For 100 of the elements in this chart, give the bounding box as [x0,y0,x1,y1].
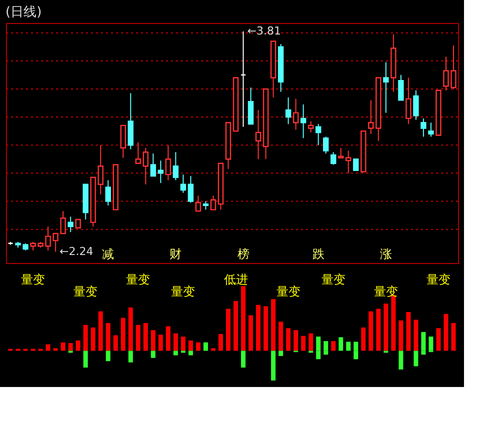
candlestick [398,74,404,101]
annotation: 量变 [426,272,450,287]
bar [218,334,223,351]
bar [294,330,298,351]
candlestick [406,77,412,125]
candlestick [338,147,344,158]
candlestick [420,118,426,138]
annotation: 量变 [321,272,346,287]
annotation: 减 [102,247,114,261]
bar [376,308,381,351]
candlestick [128,92,134,150]
bar [83,350,88,368]
bar [331,341,336,351]
candlestick [150,153,156,177]
candlestick [142,147,149,185]
bar [173,350,178,356]
bar [210,348,216,351]
candlestick [428,122,434,138]
bar [196,342,200,351]
candlestick [346,150,352,174]
bar [128,307,133,351]
annotation: 量变 [126,272,150,287]
candlestick [105,180,111,206]
candlestick [308,120,314,133]
annotation: 跌 [312,247,324,261]
candlestick [285,96,292,125]
bar [308,333,314,351]
bar [444,314,448,351]
annotation: 低进 [224,272,248,287]
bar [98,311,103,351]
bar [143,322,148,351]
bar [68,343,73,351]
bar [128,350,133,362]
bar [90,328,96,351]
candlestick [210,195,216,210]
bar [180,336,186,351]
bar [278,322,284,351]
bar [60,342,66,351]
candlestick [353,158,359,171]
candlestick [165,144,172,181]
annotation: 涨 [380,247,392,261]
bar [406,312,411,351]
candlestick [383,62,389,114]
bar [301,336,306,351]
candlestick [240,30,246,128]
chart-title: (日线) [6,5,42,20]
bar [106,322,110,351]
bar [226,308,230,351]
candlestick [120,124,126,158]
candlestick [195,195,202,212]
bar [398,320,404,351]
candlestick [248,87,254,125]
bar [150,350,156,358]
annotation: 量变 [74,284,98,298]
bar [248,315,254,351]
bar [173,333,178,351]
bar [234,301,238,351]
candlestick [180,174,186,194]
bar [113,335,118,351]
bar [278,350,284,356]
bar [46,344,50,351]
bar [436,328,441,351]
bar [256,304,261,351]
annotation: 量变 [276,284,300,298]
bar [398,350,404,370]
bar [271,350,276,381]
candlestick [158,160,164,184]
bar [83,324,88,351]
candlestick [292,98,299,130]
bar [391,295,396,351]
bar [76,340,80,351]
bar [241,286,246,351]
bar [414,320,418,351]
bar [451,322,456,351]
candlestick [135,142,141,164]
bar [414,350,418,366]
candlestick [172,152,179,181]
annotation: 量变 [21,272,46,287]
annotation: 量变 [171,284,196,298]
bar [53,348,58,351]
bar [368,311,374,351]
bar [150,330,156,351]
bar [384,304,388,351]
candlestick [188,175,194,204]
annotation: 榜 [237,247,250,261]
bar [271,299,276,351]
annotation: ←3.81 [247,24,281,38]
bar [158,334,163,351]
bar [106,350,110,362]
candlestick [300,104,306,139]
bar [241,350,246,368]
candlestick [255,110,262,160]
bar [120,318,126,351]
candlestick [68,216,74,233]
bar [361,328,366,351]
candlestick [413,90,419,120]
bar [188,350,193,356]
bar [188,340,193,351]
bar [136,324,140,351]
bar [166,326,170,351]
